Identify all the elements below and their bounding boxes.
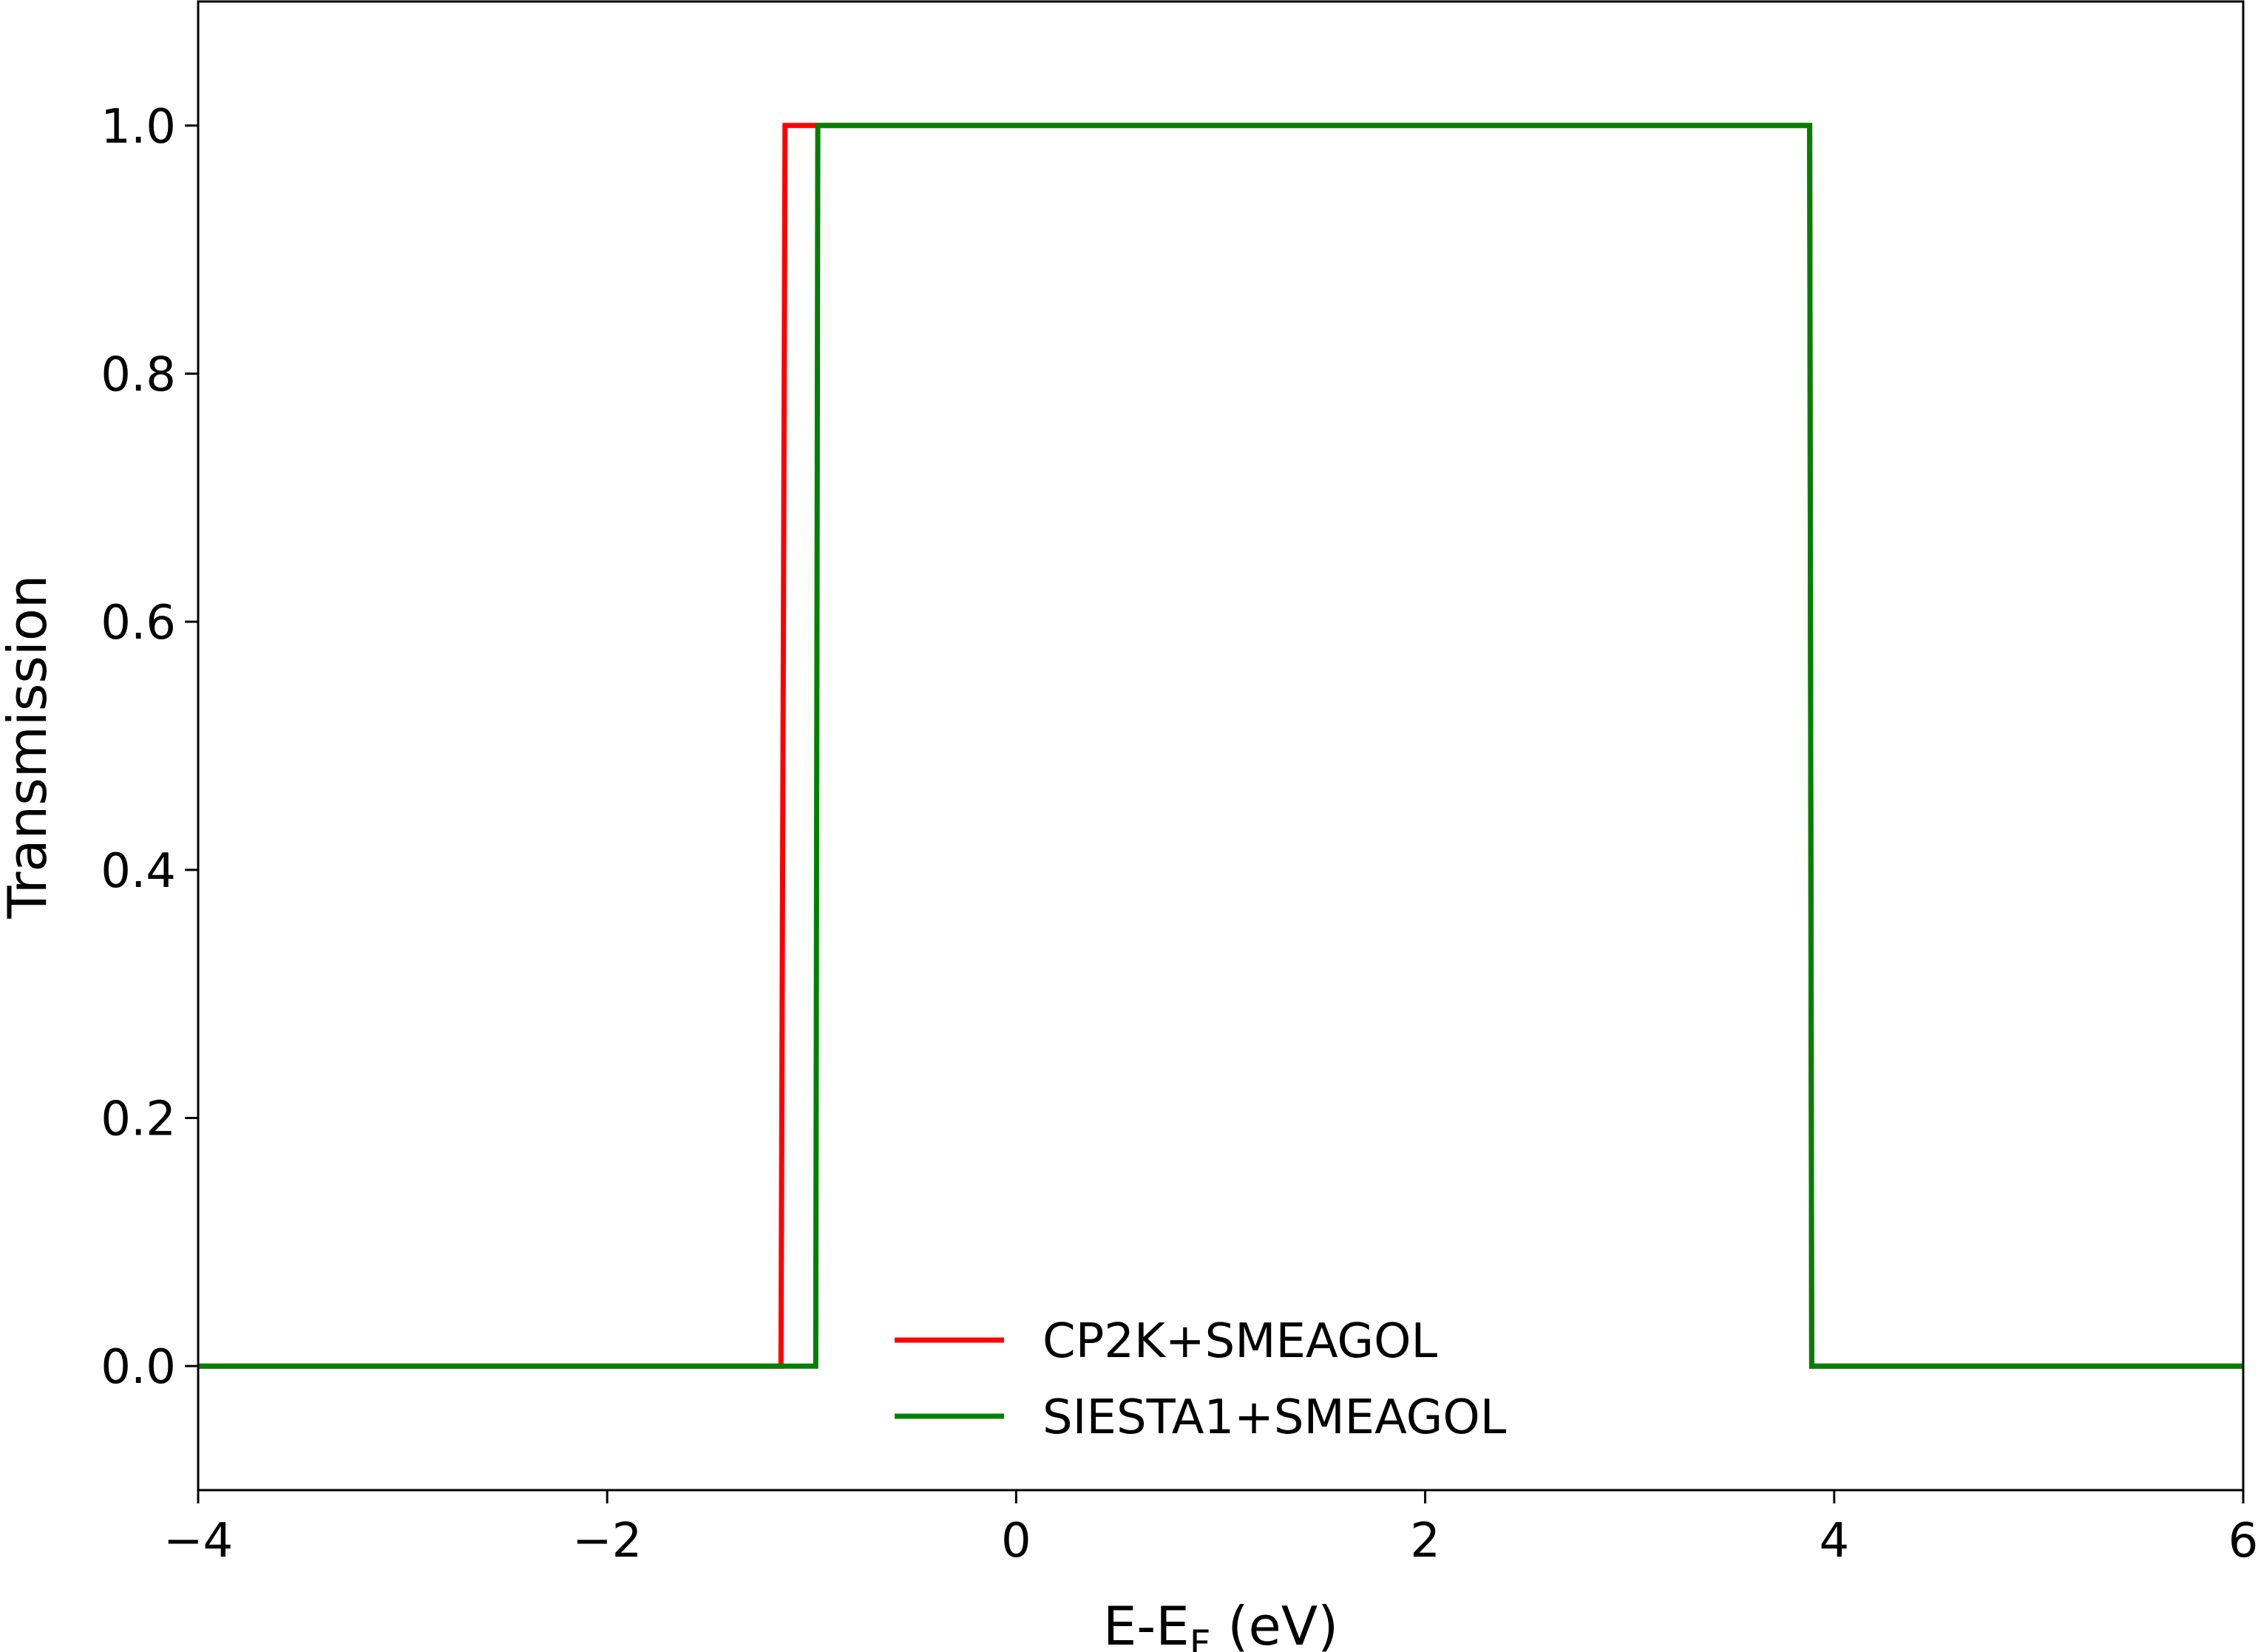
- x-axis-ticks: −4 −2 0 2 4 6: [163, 1490, 2258, 1568]
- x-tick-label: 4: [1819, 1514, 1849, 1568]
- y-tick-label: 1.0: [101, 100, 176, 154]
- y-axis-label: Transmission: [0, 574, 58, 919]
- series-line-1: [198, 123, 2243, 1369]
- x-tick-label: −2: [572, 1514, 642, 1568]
- x-axis-label-main: E-E: [1103, 1595, 1190, 1652]
- legend-label-1: CP2K+SMEAGOL: [1042, 1314, 1438, 1369]
- y-tick-label: 0.4: [101, 844, 176, 899]
- y-tick-label: 0.2: [101, 1092, 176, 1147]
- y-tick-label: 0.6: [101, 596, 176, 650]
- series-line-2: [198, 123, 2243, 1369]
- x-tick-label: 0: [1001, 1514, 1031, 1568]
- series-layer: [198, 123, 2243, 1369]
- y-tick-label: 0.8: [101, 348, 176, 403]
- x-axis-label: E-EF (eV): [1103, 1595, 1338, 1652]
- y-tick-label: 0.0: [101, 1340, 176, 1395]
- axes-frame: [197, 0, 2245, 1492]
- legend: CP2K+SMEAGOL SIESTA1+SMEAGOL: [895, 1314, 1507, 1445]
- y-axis-ticks: 0.0 0.2 0.4 0.6 0.8 1.0: [101, 100, 198, 1395]
- plot-area: [197, 0, 2245, 1492]
- x-axis-label-sub: F: [1190, 1622, 1211, 1652]
- x-tick-label: −4: [163, 1514, 233, 1568]
- x-tick-label: 6: [2228, 1514, 2258, 1568]
- x-axis-label-suffix: (eV): [1211, 1595, 1339, 1652]
- legend-label-2: SIESTA1+SMEAGOL: [1042, 1390, 1507, 1445]
- x-tick-label: 2: [1410, 1514, 1440, 1568]
